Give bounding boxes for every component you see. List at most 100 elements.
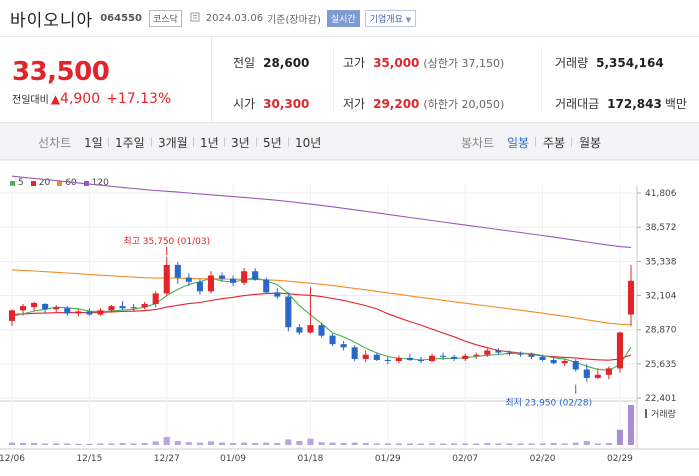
tab-monthly[interactable]: 월봉 (579, 136, 602, 150)
candle-body (263, 279, 270, 293)
candle-body (218, 275, 226, 279)
candle-body (594, 374, 601, 378)
volume-bar (572, 442, 579, 445)
y-tick-label: 38,572 (645, 223, 677, 233)
candle-body (528, 354, 535, 357)
volume-bar (451, 443, 458, 445)
volume-bar (130, 443, 137, 445)
tab-line-chart[interactable]: 선차트 (38, 136, 72, 150)
y-tick-label: 25,635 (645, 360, 677, 370)
divider (151, 137, 152, 147)
volume-bar (594, 443, 601, 445)
stat-value: 172,843 (607, 97, 662, 111)
volume-bar (285, 439, 292, 445)
volume-bar (462, 443, 469, 445)
tab-period-3m[interactable]: 3개월 (158, 136, 188, 150)
volume-bar (274, 443, 281, 445)
realtime-button[interactable]: 실시간 (326, 9, 360, 27)
upper-limit: (상한가 37,150) (423, 57, 505, 70)
volume-bar (163, 437, 170, 445)
stat-value: 28,600 (263, 56, 310, 70)
candle-body (417, 359, 425, 362)
candle-body (627, 280, 635, 315)
x-tick-label: 02/29 (607, 454, 633, 464)
volume-bar (196, 442, 203, 445)
stat-volume: 거래량 5,354,164 (555, 54, 664, 71)
candle-body (20, 306, 27, 311)
legend-label: 120 (91, 178, 109, 188)
candle-body (495, 350, 502, 353)
volume-bar (384, 443, 391, 445)
volume-bar (307, 438, 314, 445)
divider (535, 137, 536, 147)
x-tick-label: 12/15 (76, 454, 102, 464)
x-tick-label: 12/27 (154, 454, 180, 464)
candle-body (539, 356, 546, 360)
volume-bar (583, 441, 590, 445)
divider (288, 137, 289, 147)
candle-body (473, 354, 480, 356)
volume-bar (561, 443, 568, 445)
ma5-line (11, 277, 632, 371)
tab-period-1y[interactable]: 1년 (200, 136, 219, 150)
high-annotation: 최고 35,750 (01/03) (123, 236, 210, 247)
volume-bar (296, 441, 303, 445)
stat-label: 거래량 (555, 56, 589, 70)
tab-period-5y[interactable]: 5년 (263, 136, 282, 150)
candle-body (550, 359, 557, 364)
volume-bar (484, 443, 491, 445)
volume-bar (506, 443, 513, 445)
volume-bar (141, 443, 148, 445)
candle-body (75, 311, 82, 314)
candle-body (395, 357, 402, 362)
volume-bar (351, 442, 358, 445)
company-info-dropdown[interactable]: 기업개요 ▼ (364, 9, 417, 27)
tab-period-3y[interactable]: 3년 (231, 136, 250, 150)
candle-body (428, 355, 436, 362)
x-tick-label: 02/07 (452, 454, 478, 464)
volume-label: 거래량 (651, 408, 676, 420)
legend-label: 20 (38, 178, 51, 188)
candle-body (285, 296, 292, 328)
candle-body (130, 307, 137, 309)
volume-bar (207, 441, 215, 445)
volume-bar (373, 443, 380, 445)
candle-body (340, 344, 347, 348)
x-tick-label: 01/18 (297, 454, 323, 464)
ma20-line (11, 292, 632, 361)
tab-period-10y[interactable]: 10년 (295, 136, 322, 150)
stat-value: 30,300 (263, 97, 310, 111)
chart-tabs: 선차트 1일 1주일 3개월 1년 3년 5년 10년 봉차트 일봉 주봉 월봉 (0, 122, 699, 160)
candle-body (307, 325, 314, 333)
volume-bar (417, 443, 425, 445)
tab-daily[interactable]: 일봉 (507, 136, 530, 150)
tab-candle-chart[interactable]: 봉차트 (461, 136, 495, 150)
candle-body (517, 353, 524, 355)
price-change: 전일대비 ▲ 4,900 +17.13% (12, 91, 171, 107)
candle-body (616, 332, 623, 369)
legend-ma20: 20 (30, 178, 51, 188)
stock-header: 바이오니아 064550 코스닥 2024.03.06 기준(장마감) 실시간 … (0, 0, 699, 36)
stat-value: 29,200 (373, 97, 420, 111)
divider (0, 36, 699, 37)
tab-weekly[interactable]: 주봉 (543, 136, 566, 150)
volume-bar (119, 443, 126, 445)
tab-period-1w[interactable]: 1주일 (115, 136, 145, 150)
quote-date-suffix: 기준(장마감) (267, 14, 321, 26)
candle-body (373, 354, 380, 360)
candle-body (230, 278, 237, 283)
volume-bar (362, 443, 369, 445)
candle-body (318, 325, 325, 336)
volume-bar (42, 443, 49, 445)
volume-bar (395, 443, 402, 445)
candle-body (362, 354, 369, 359)
candle-body (42, 303, 49, 310)
up-arrow-icon: ▲ (50, 92, 61, 106)
tab-period-1d[interactable]: 1일 (84, 136, 103, 150)
stat-value: 5,354,164 (596, 56, 664, 70)
volume-bar (86, 443, 93, 445)
x-tick-label: 12/06 (0, 454, 25, 464)
stat-label: 시가 (233, 97, 256, 111)
volume-legend-marker (645, 409, 647, 418)
stat-value: 35,000 (373, 56, 420, 70)
